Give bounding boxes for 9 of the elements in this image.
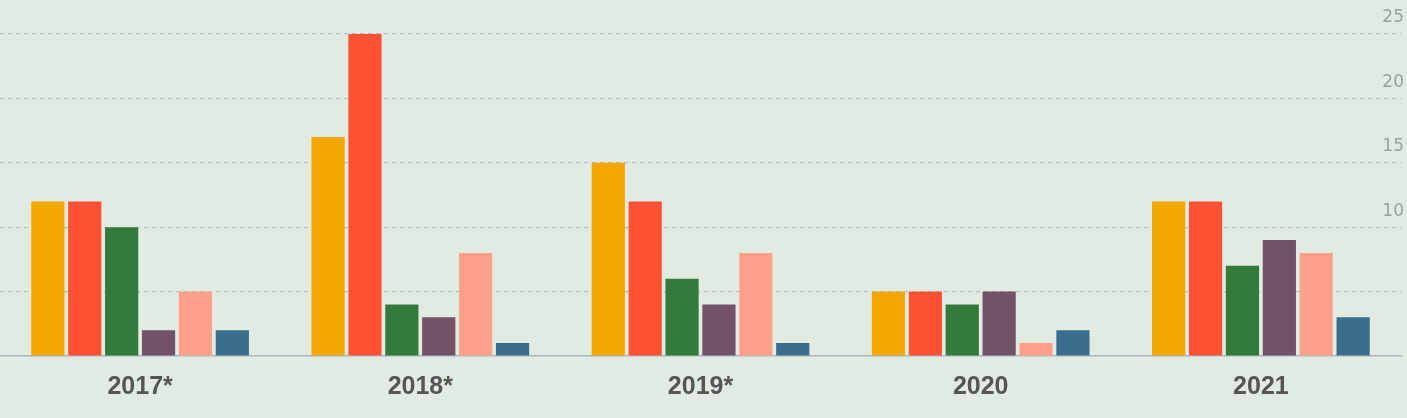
x-tick-label: 2021 [1233, 370, 1289, 399]
y-tick-label: 25 [1382, 6, 1404, 27]
x-tick-label: 2017* [107, 370, 174, 399]
y-tick-label: 15 [1382, 135, 1404, 156]
y-tick-label: 10 [1382, 199, 1404, 220]
y-tick-label: 20 [1382, 70, 1404, 91]
x-tick-label: 2018* [387, 370, 454, 399]
x-tick-label: 2020 [952, 370, 1009, 399]
x-tick-label: 2019* [667, 370, 734, 399]
